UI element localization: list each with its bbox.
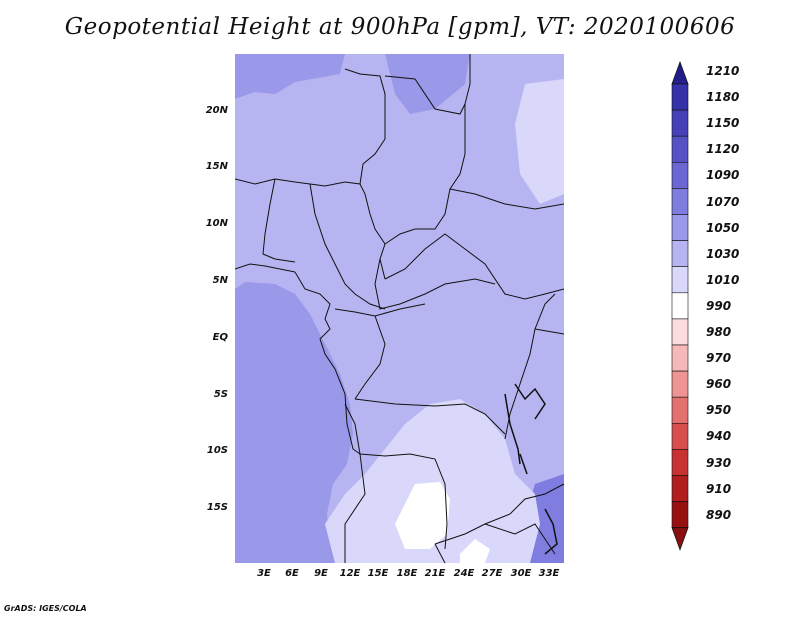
footer-credit: GrADS: IGES/COLA xyxy=(4,604,87,613)
lon-label: 15E xyxy=(367,568,389,579)
field-white-region-south xyxy=(395,482,450,549)
legend-swatch xyxy=(671,240,689,268)
legend-label: 1180 xyxy=(706,90,740,105)
legend-label: 1150 xyxy=(706,116,740,131)
legend-swatch xyxy=(671,501,689,529)
legend-label: 940 xyxy=(706,429,732,444)
field-light-region-south xyxy=(325,399,540,563)
field-light-region-ne xyxy=(515,79,564,204)
legend-label: 1050 xyxy=(706,220,740,235)
lon-label: 33E xyxy=(538,568,560,579)
legend-bottom-arrow xyxy=(671,527,689,551)
lon-label: 18E xyxy=(396,568,418,579)
country-borders xyxy=(235,54,564,563)
legend-label: 1210 xyxy=(706,64,740,78)
legend-swatch xyxy=(671,292,689,320)
lon-label: 6E xyxy=(285,568,299,579)
lat-label: EQ xyxy=(212,332,228,343)
legend-swatch xyxy=(671,449,689,476)
lon-label: 3E xyxy=(257,568,271,579)
field-white-region-small xyxy=(460,539,490,563)
lat-label: 15S xyxy=(206,502,228,513)
lon-label: 24E xyxy=(453,568,475,579)
map-panel xyxy=(235,54,564,563)
legend-label: 970 xyxy=(706,351,732,366)
legend-label: 1120 xyxy=(706,142,740,157)
lat-label: 10S xyxy=(206,445,228,456)
legend-label: 890 xyxy=(706,507,732,522)
lat-label: 5N xyxy=(212,275,228,286)
legend-swatch xyxy=(671,318,689,346)
chart-title: Geopotential Height at 900hPa [gpm], VT:… xyxy=(64,14,736,40)
legend-swatch xyxy=(671,475,689,502)
field-dark-region-north xyxy=(235,54,345,99)
legend-swatch xyxy=(671,109,689,137)
field-dark-region-west-ocean xyxy=(235,282,353,563)
lat-label: 20N xyxy=(205,105,228,116)
legend-label: 990 xyxy=(706,298,732,313)
legend-swatch xyxy=(671,370,689,398)
legend-label: 910 xyxy=(706,481,732,496)
legend-label: 930 xyxy=(706,455,732,470)
color-legend xyxy=(671,60,689,551)
legend-label: 1090 xyxy=(706,168,740,183)
legend-swatch xyxy=(671,188,689,215)
legend-swatch xyxy=(671,266,689,294)
lon-label: 21E xyxy=(424,568,446,579)
lon-label: 30E xyxy=(510,568,532,579)
legend-swatch xyxy=(671,344,689,372)
legend-label: 980 xyxy=(706,325,732,339)
lon-label: 9E xyxy=(314,568,328,579)
legend-label: 1030 xyxy=(706,246,740,261)
lon-label: 27E xyxy=(481,568,503,579)
legend-swatch xyxy=(671,135,689,163)
legend-label: 950 xyxy=(706,403,732,418)
legend-swatch xyxy=(671,396,689,424)
field-dark-region-ne xyxy=(385,54,470,114)
legend-swatch xyxy=(671,162,689,189)
legend-swatch xyxy=(671,83,689,111)
lat-label: 10N xyxy=(205,218,228,229)
lat-label: 5S xyxy=(213,389,228,400)
lon-label: 12E xyxy=(339,568,361,579)
lat-label: 15N xyxy=(205,161,228,172)
legend-top-arrow xyxy=(671,60,689,85)
coastline-lakes xyxy=(504,383,558,555)
legend-swatch xyxy=(671,422,689,450)
legend-swatch xyxy=(671,214,689,241)
legend-label: 1010 xyxy=(706,272,740,287)
legend-label: 1070 xyxy=(706,194,740,209)
legend-label: 960 xyxy=(706,377,732,392)
